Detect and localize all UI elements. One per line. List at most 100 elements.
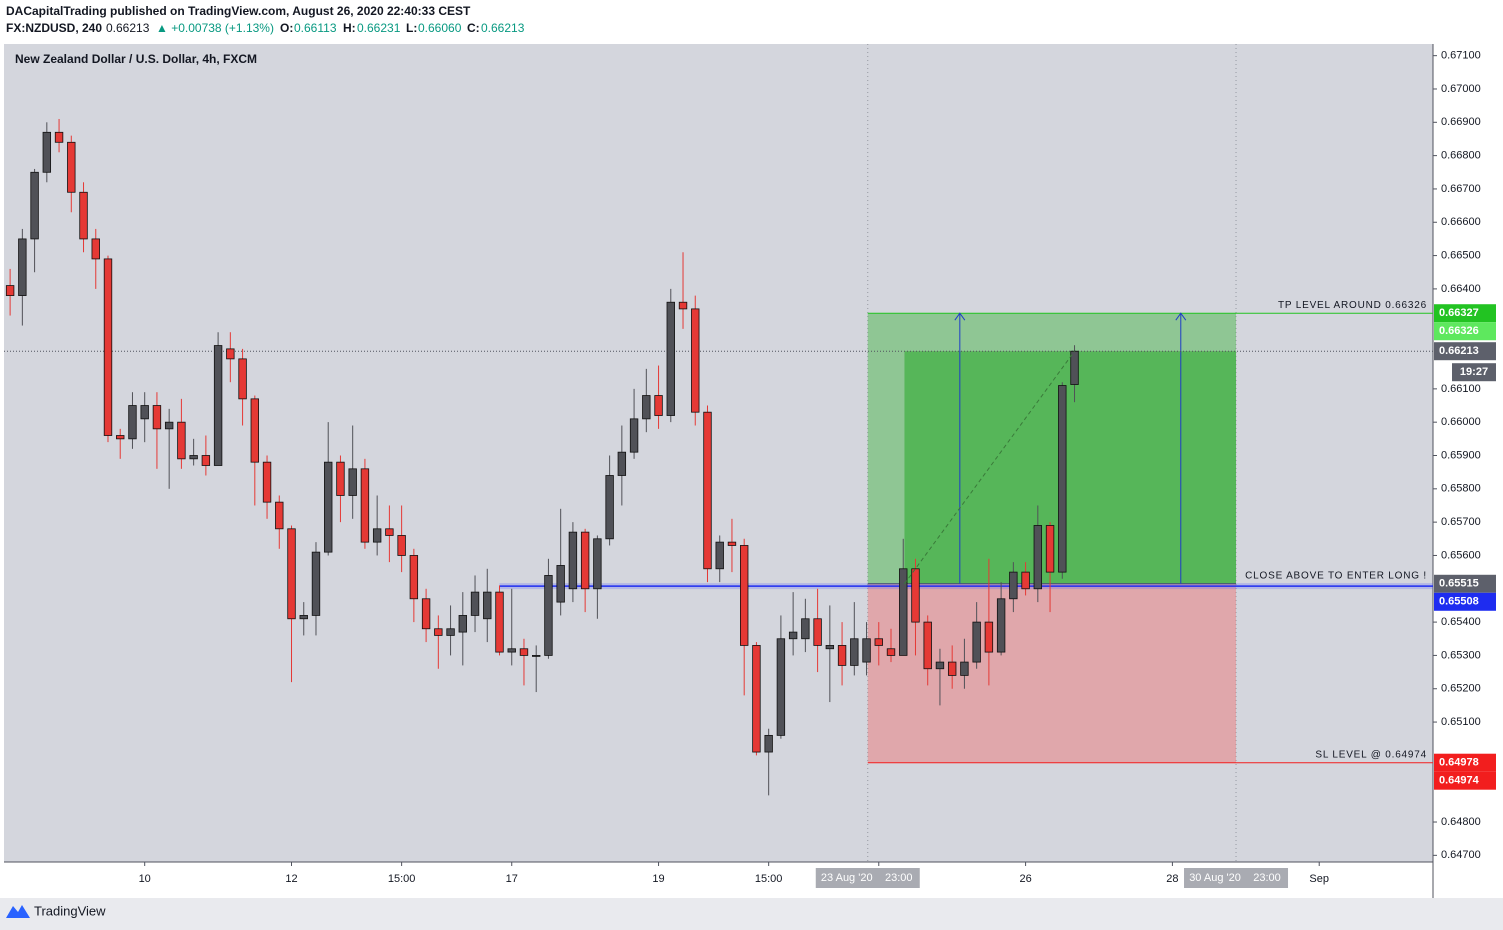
candle-body (568, 531, 578, 590)
x-tick-label: 26 (1019, 873, 1031, 885)
candle-body (507, 648, 516, 653)
y-tick-label: 0.67100 (1441, 50, 1481, 62)
candle-body (397, 535, 406, 556)
candle-body (837, 645, 847, 666)
annotation: CLOSE ABOVE TO ENTER LONG ! (1245, 570, 1427, 581)
candle-body (164, 421, 174, 430)
candle-body (18, 238, 27, 296)
candle-body (617, 451, 627, 476)
y-tick-label: 0.66700 (1441, 183, 1481, 195)
time-label: 30 Aug '20 (1189, 872, 1241, 884)
y-tick-label: 0.66100 (1441, 383, 1481, 395)
candle-body (446, 628, 455, 636)
candle-body (360, 468, 370, 543)
candle-body (262, 461, 272, 503)
price-tag-label: 0.65515 (1439, 578, 1479, 590)
publisher: DACapitalTrading published on TradingVie… (6, 4, 471, 18)
candle-body (923, 621, 932, 670)
close-label: C: (467, 21, 480, 35)
x-tick-label: 12 (285, 873, 297, 885)
y-tick-label: 0.66500 (1441, 249, 1481, 261)
price-tag (1434, 753, 1496, 772)
stop-zone (867, 583, 1237, 763)
price-tag-label: 0.66326 (1439, 325, 1479, 337)
price-tag-label: 0.64974 (1439, 775, 1480, 787)
candle-body (495, 591, 504, 653)
candle-body (666, 301, 675, 416)
open-value: 0.66113 (294, 21, 337, 35)
high-value: 0.66231 (357, 21, 401, 35)
y-tick-label: 0.65100 (1441, 716, 1481, 728)
candle-body (703, 411, 712, 570)
candle-body (201, 455, 211, 466)
candle-body (1009, 571, 1018, 600)
footer-bar (0, 898, 1503, 930)
candle-body (299, 615, 308, 620)
y-tick-label: 0.65600 (1441, 549, 1481, 561)
close-value: 0.66213 (481, 21, 525, 35)
logo (6, 905, 30, 918)
y-tick-label: 0.66800 (1441, 150, 1481, 162)
time-label: 23:00 (885, 872, 913, 884)
candle-body (874, 638, 883, 646)
candle-body (544, 575, 553, 656)
candle-body (79, 191, 88, 240)
candle-body (213, 345, 223, 466)
candle-body (1021, 571, 1030, 590)
header-line: FX:NZDUSD, 240 0.66213 ▲ +0.00738 (+1.13… (6, 21, 525, 35)
time-label: 23 Aug '20 (821, 872, 873, 884)
x-tick-label: 10 (139, 873, 151, 885)
candle-body (275, 501, 284, 530)
candle-body (116, 435, 125, 440)
high-label: H: (343, 21, 356, 35)
candle-body (421, 598, 431, 630)
candle-body (629, 418, 639, 453)
candle-body (519, 648, 529, 656)
candle-body (593, 538, 602, 590)
y-tick-label: 0.66000 (1441, 416, 1481, 428)
candle-body (470, 591, 480, 616)
price-tag-label: 0.64978 (1439, 757, 1479, 769)
candle-body (1045, 525, 1055, 573)
candle-body (1058, 385, 1067, 573)
open-label: O: (280, 21, 293, 35)
candle-body (42, 131, 52, 173)
candle-body (776, 638, 786, 736)
arrow-head (1175, 312, 1187, 321)
countdown: 19:27 (1460, 366, 1488, 378)
candle-body (336, 461, 345, 496)
x-tick-label: 28 (1166, 873, 1178, 885)
last-price: 0.66213 (106, 21, 150, 35)
candle-body (226, 348, 235, 360)
candle-body (850, 638, 859, 666)
candle-body (801, 618, 810, 640)
trend-line (904, 350, 1075, 585)
candle-body (67, 141, 76, 193)
y-tick-label: 0.65700 (1441, 516, 1481, 528)
candle-body (825, 645, 835, 650)
price-tag (1434, 574, 1496, 593)
y-tick-label: 0.66900 (1441, 116, 1481, 128)
candle-body (324, 461, 333, 553)
x-tick-label: 15:00 (755, 873, 783, 885)
candle-body (642, 395, 651, 420)
price-tag-label: 0.66327 (1439, 307, 1479, 319)
candle-body (128, 405, 137, 440)
price-tag-label: 0.65508 (1439, 596, 1479, 608)
candle-body (458, 615, 467, 633)
candle-body (287, 528, 296, 620)
candle-body (886, 648, 896, 656)
candle-body (972, 621, 981, 663)
candle-body (140, 405, 149, 420)
candle-body (372, 528, 382, 543)
y-tick-label: 0.65300 (1441, 649, 1481, 661)
y-tick-label: 0.66600 (1441, 216, 1481, 228)
price-tag (1434, 304, 1496, 323)
candle-body (580, 531, 590, 590)
y-tick-label: 0.65800 (1441, 483, 1481, 495)
y-tick-label: 0.66400 (1441, 283, 1481, 295)
x-tick-label: Sep (1309, 873, 1329, 885)
candle-body (1070, 350, 1079, 385)
time-label-box (1184, 868, 1289, 888)
